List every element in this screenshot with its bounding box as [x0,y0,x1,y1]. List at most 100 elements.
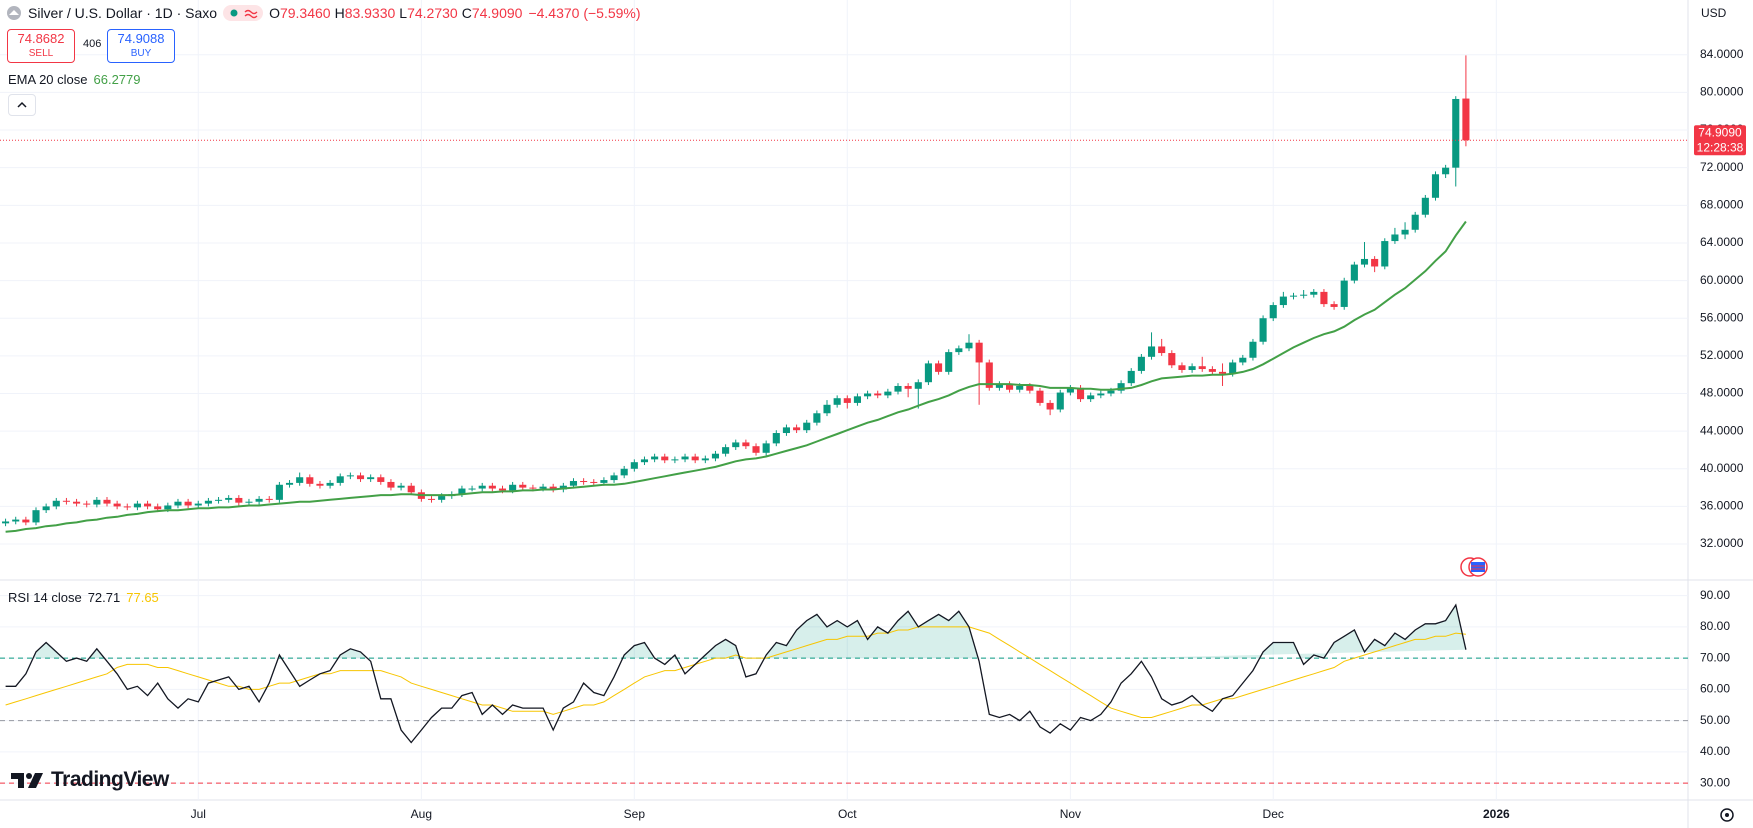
y-tick-label: 32.0000 [1700,536,1744,550]
buy-label: BUY [130,48,152,59]
rsi-line [5,603,1467,744]
candle-body [488,485,496,489]
candle-body [701,458,709,461]
ohlc-key: L [399,5,408,21]
candle-body [214,499,223,501]
candle-body [833,398,841,405]
candle-body [610,475,618,481]
candle-body [1462,98,1470,141]
settings-icon[interactable] [1720,808,1734,822]
candle-body [184,501,192,506]
candle-body [1026,385,1034,391]
candle-body [316,483,324,486]
candle-body [762,443,770,453]
candle-body [174,501,182,506]
candle-body [194,503,202,506]
candle-body [103,499,111,504]
candle-body [1218,371,1227,374]
candle-body [590,481,598,483]
ohlc-key: H [334,5,345,21]
candle-body [32,510,40,523]
candle-body [1198,366,1206,370]
candle-body [22,519,30,523]
candle-body [154,506,162,510]
symbol-icon [7,6,21,20]
logo-text: TradingView [51,768,169,791]
rsi-ma-value: 77.65 [126,590,159,605]
status-badge [223,5,264,21]
candle-body [782,427,790,434]
candle-body [803,422,811,431]
candle-body [1107,390,1115,394]
ohlc-value: 74.9090 [471,5,523,21]
candle-body [519,484,527,488]
candle-body [1279,296,1287,306]
candle-body [651,456,659,460]
collapse-button[interactable] [8,94,36,116]
candle-body [62,500,70,502]
ohlc-item: O79.3460 [269,5,331,21]
symbol-title: Silver / U.S. Dollar · 1D · Saxo [28,5,218,21]
buy-button[interactable]: 74.9088 BUY [107,29,175,63]
candle-body [204,500,212,504]
ohlc-value: 83.9330 [344,5,396,21]
candle-body [407,485,415,493]
candle-body [12,519,20,522]
candle-body [671,459,679,461]
y-tick-label: 84.0000 [1700,47,1744,61]
currency[interactable]: USD [1701,6,1727,20]
candle-body [722,447,730,454]
spread: 406 [83,38,102,50]
rsi-label: RSI 14 close [8,590,82,605]
ohlc-item: H83.9330 [335,5,396,21]
candle-body [965,342,973,349]
price-tag-value: 74.9090 [1698,125,1742,139]
candle-body [306,477,314,484]
candle-body [42,506,50,511]
rsi-ma-line [5,626,1466,718]
candle-body [1249,341,1257,358]
candle-body [843,398,851,403]
candle-body [1371,258,1379,267]
candle-body [874,393,882,396]
y-tick-label: 44.0000 [1700,423,1744,437]
sell-button[interactable]: 74.8682 SELL [7,29,75,63]
candle-body [356,475,365,480]
candle-body [458,488,466,495]
candle-body [438,496,446,500]
candle-body [164,505,172,510]
sell-label: SELL [28,48,54,59]
candle-body [853,396,861,403]
ema-label: EMA 20 close [8,72,88,87]
candle-body [478,485,486,489]
candle-body [93,499,101,505]
candle-body [1340,280,1348,307]
candle-body [600,480,608,483]
ohlc-value: 79.3460 [279,5,331,21]
y-tick-label: 64.0000 [1700,235,1744,249]
ohlc-key: O [269,5,280,21]
candle-body [742,442,750,447]
y-tick-label: 90.00 [1700,588,1730,602]
ohlc-value: 74.2730 [407,5,458,21]
y-tick-label: 70.00 [1700,650,1730,664]
candle-body [1421,197,1429,215]
x-tick-label: Jul [191,807,206,821]
candle-body [1117,383,1125,391]
candle-body [275,484,283,500]
overbought-fill [33,605,1466,659]
candle-body [630,462,638,469]
candle-body [752,446,760,453]
sell-price: 74.8682 [17,31,65,46]
candle-body [1431,174,1440,198]
candle-body [995,384,1003,388]
candle-body [1076,387,1085,400]
ema-line [5,220,1467,533]
candle-body [1452,98,1460,168]
y-tick-label: 80.00 [1700,619,1730,633]
y-tick-label: 36.0000 [1700,499,1744,513]
ohlc-item: C74.9090 [462,5,523,21]
candle-body [1168,353,1176,366]
candle-body [620,468,628,476]
